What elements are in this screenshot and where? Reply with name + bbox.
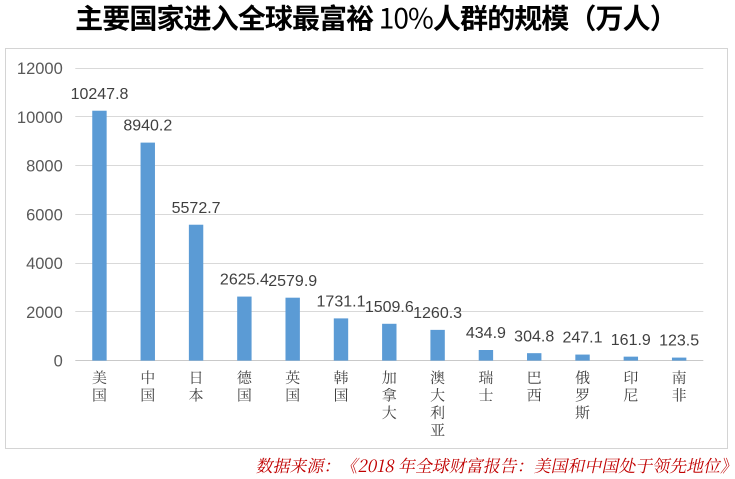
svg-text:304.8: 304.8 <box>514 328 554 345</box>
svg-text:12000: 12000 <box>17 60 63 78</box>
svg-text:123.5: 123.5 <box>659 333 699 350</box>
svg-text:5572.7: 5572.7 <box>172 200 221 217</box>
svg-text:10247.8: 10247.8 <box>71 86 129 103</box>
svg-text:0: 0 <box>54 353 63 371</box>
svg-text:8940.2: 8940.2 <box>123 118 172 135</box>
svg-text:2579.9: 2579.9 <box>268 273 317 290</box>
svg-text:2000: 2000 <box>26 304 63 322</box>
svg-text:1731.1: 1731.1 <box>317 294 366 311</box>
svg-text:1260.3: 1260.3 <box>413 305 462 322</box>
svg-text:434.9: 434.9 <box>466 325 506 342</box>
svg-text:161.9: 161.9 <box>611 332 651 349</box>
svg-text:2625.4: 2625.4 <box>220 272 269 289</box>
svg-text:1509.6: 1509.6 <box>365 299 414 316</box>
svg-text:8000: 8000 <box>26 158 63 176</box>
svg-text:247.1: 247.1 <box>562 330 602 347</box>
svg-text:4000: 4000 <box>26 255 63 273</box>
svg-text:10000: 10000 <box>17 109 63 127</box>
svg-text:6000: 6000 <box>26 206 63 224</box>
